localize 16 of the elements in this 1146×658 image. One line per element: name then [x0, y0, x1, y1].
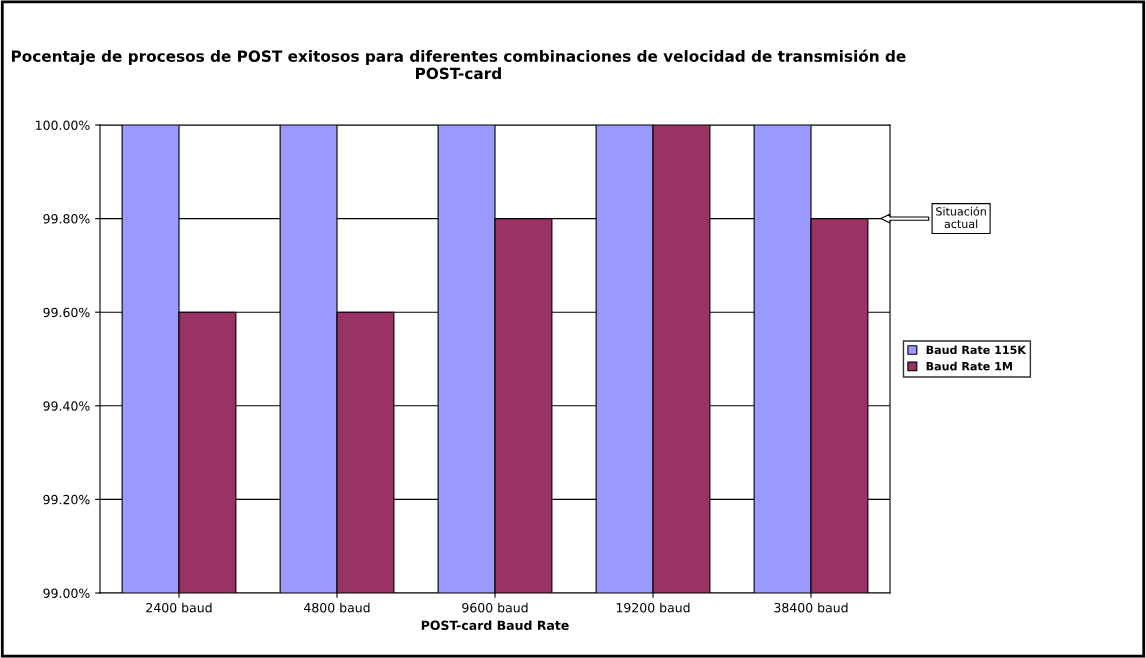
- text: Situación actual: [936, 206, 986, 229]
- legend-label: Baud Rate 1M: [926, 361, 1012, 371]
- y-tick-label: 99.00%: [43, 588, 90, 598]
- x-tick-label: 2400 baud: [146, 602, 212, 613]
- legend-label: Baud Rate 115K: [926, 345, 1027, 355]
- y-tick-label: 99.40%: [43, 401, 90, 411]
- y-tick-label: 99.20%: [43, 494, 90, 505]
- x-tick-label: 4800 baud: [303, 602, 370, 613]
- y-tick-label: 99.60%: [43, 307, 90, 318]
- x-tick-label: 19200 baud: [616, 602, 690, 613]
- y-tick-label: 99.80%: [43, 214, 90, 224]
- x-tick-label: 38400 baud: [774, 602, 848, 613]
- chart-title: Pocentaje de procesos de POST exitosos para diferentes combinaciones de velocidad de transmisión de POST-card: [11, 49, 906, 80]
- x-axis-title: POST-card Baud Rate: [421, 620, 569, 631]
- y-tick-label: 100.00%: [36, 120, 90, 130]
- x-tick-label: 9600 baud: [462, 602, 528, 613]
